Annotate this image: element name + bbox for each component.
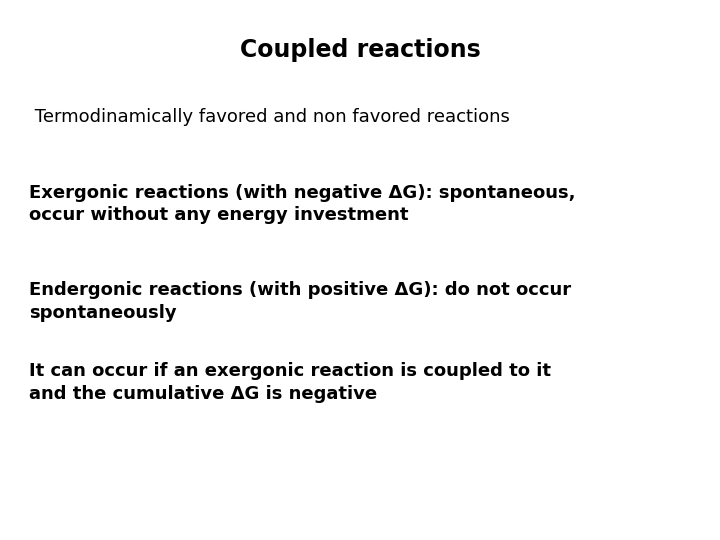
Text: Termodinamically favored and non favored reactions: Termodinamically favored and non favored… <box>29 108 510 126</box>
Text: Coupled reactions: Coupled reactions <box>240 38 480 62</box>
Text: Endergonic reactions (with positive ΔG): do not occur
spontaneously: Endergonic reactions (with positive ΔG):… <box>29 281 571 322</box>
Text: Exergonic reactions (with negative ΔG): spontaneous,
occur without any energy in: Exergonic reactions (with negative ΔG): … <box>29 184 575 225</box>
Text: It can occur if an exergonic reaction is coupled to it
and the cumulative ΔG is : It can occur if an exergonic reaction is… <box>29 362 551 403</box>
